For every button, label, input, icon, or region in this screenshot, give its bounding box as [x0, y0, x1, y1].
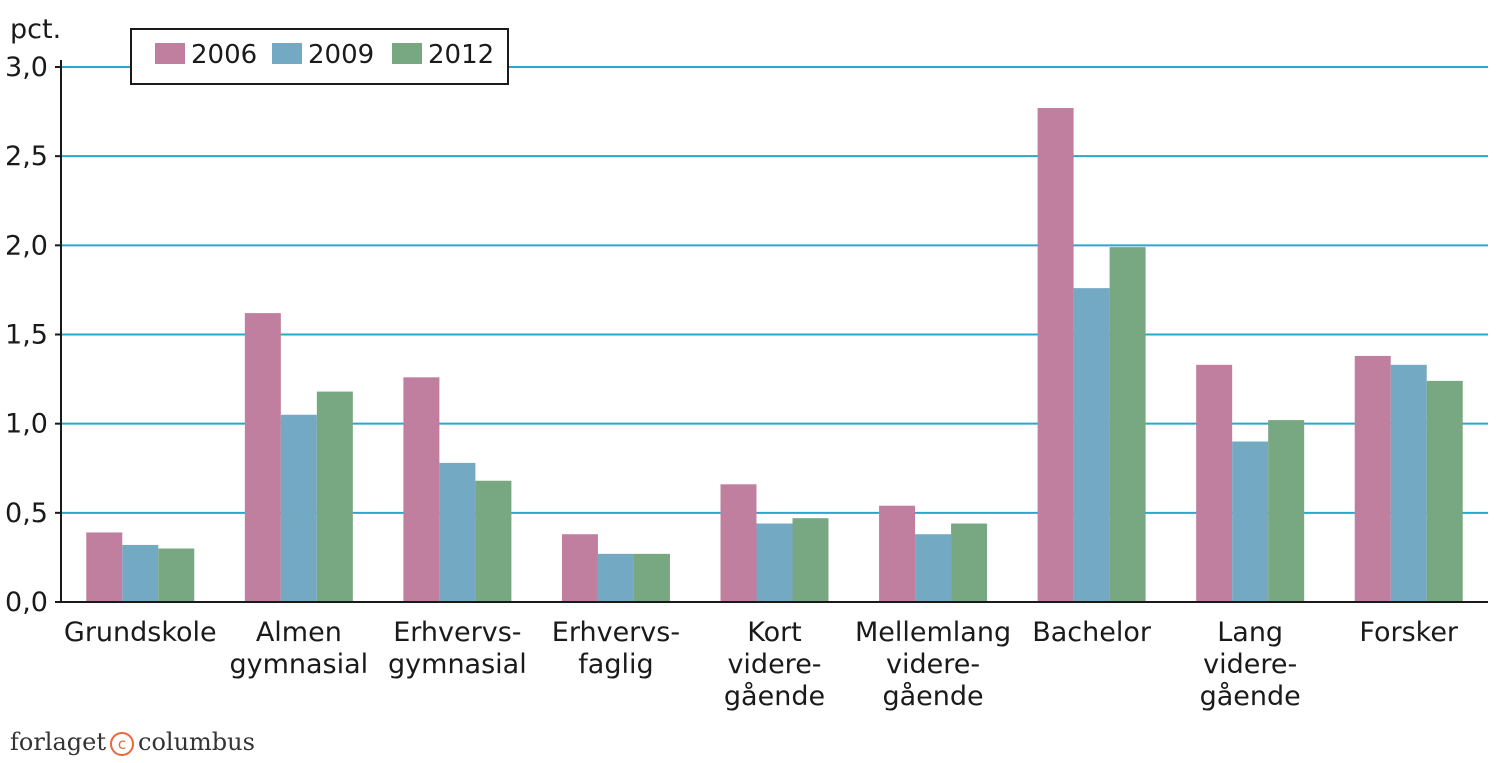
- y-tick-label: 2,5: [5, 141, 48, 172]
- legend-label-2012: 2012: [428, 40, 494, 70]
- bar-2006: [403, 377, 440, 602]
- bar-2012: [792, 518, 829, 602]
- bar-2012: [1268, 420, 1305, 602]
- bar-2006: [86, 532, 123, 602]
- category-label: gående: [882, 681, 983, 712]
- bar-2006: [1354, 355, 1391, 602]
- category-label: gymnasial: [388, 649, 527, 680]
- legend-swatch-2012: [392, 43, 422, 64]
- category-label: Almen: [256, 617, 342, 648]
- bar-2012: [475, 480, 512, 602]
- y-tick-label: 0,0: [5, 587, 48, 618]
- y-tick-label: 0,5: [5, 498, 48, 529]
- y-tick-label: 1,0: [5, 409, 48, 440]
- bar-2006: [561, 534, 598, 602]
- publisher-name-right: columbus: [138, 728, 255, 756]
- category-label: faglig: [578, 649, 653, 680]
- category-label: Mellemlang: [855, 617, 1011, 648]
- bar-2006: [244, 313, 281, 602]
- legend-swatch-2006: [155, 43, 185, 64]
- bar-2012: [633, 553, 670, 602]
- copyright-icon: c: [110, 732, 134, 756]
- category-label: Bachelor: [1032, 617, 1152, 648]
- bars: [86, 108, 1463, 603]
- bar-2009: [122, 544, 159, 602]
- y-tick-label: 3,0: [5, 52, 48, 83]
- bar-2009: [280, 414, 317, 602]
- bar-2006: [720, 484, 757, 602]
- category-labels: Grundskole AlmengymnasialErhvervs-gymnasi…: [64, 617, 1459, 712]
- bar-2012: [1426, 380, 1463, 602]
- category-label: Forsker: [1359, 617, 1459, 648]
- category-label: gymnasial: [229, 649, 368, 680]
- legend-box: [130, 28, 509, 85]
- category-label: videre-: [1203, 649, 1297, 680]
- category-label: Kort: [747, 617, 802, 648]
- publisher-credit: forlaget c columbus: [10, 728, 255, 756]
- legend-label-2006: 2006: [191, 40, 257, 70]
- bar-2009: [756, 523, 793, 602]
- legend: 2006 2009 2012: [130, 28, 509, 85]
- category-label: videre-: [886, 649, 980, 680]
- y-tick-label: 2,0: [5, 230, 48, 261]
- category-label: videre-: [727, 649, 821, 680]
- bar-2009: [1073, 288, 1110, 602]
- y-tick-label: 1,5: [5, 320, 48, 351]
- bar-2006: [1196, 364, 1233, 602]
- category-label: Erhvervs-: [393, 617, 521, 648]
- bar-2009: [915, 534, 952, 602]
- category-label: gående: [1200, 681, 1301, 712]
- bar-2012: [316, 391, 353, 602]
- category-label: Lang: [1217, 617, 1283, 648]
- bar-2009: [1232, 441, 1269, 602]
- category-label: gående: [724, 681, 825, 712]
- bar-2009: [439, 462, 476, 602]
- bar-2006: [879, 505, 916, 602]
- publisher-name-left: forlaget: [10, 728, 106, 756]
- bar-2009: [597, 553, 634, 602]
- bar-2012: [158, 548, 195, 602]
- bar-2009: [1390, 364, 1427, 602]
- bar-2012: [951, 523, 988, 602]
- y-axis-unit-label: pct.: [10, 14, 61, 45]
- y-tick-labels: 0,0 0,5 1,0 1,5 2,0 2,5 3,0: [5, 52, 48, 618]
- bar-2012: [1109, 247, 1146, 602]
- legend-swatch-2009: [272, 43, 302, 64]
- category-label: Grundskole: [64, 617, 217, 648]
- bar-2006: [1037, 108, 1074, 603]
- category-label: Erhvervs-: [552, 617, 680, 648]
- y-axis: [60, 60, 1488, 603]
- legend-label-2009: 2009: [308, 40, 374, 70]
